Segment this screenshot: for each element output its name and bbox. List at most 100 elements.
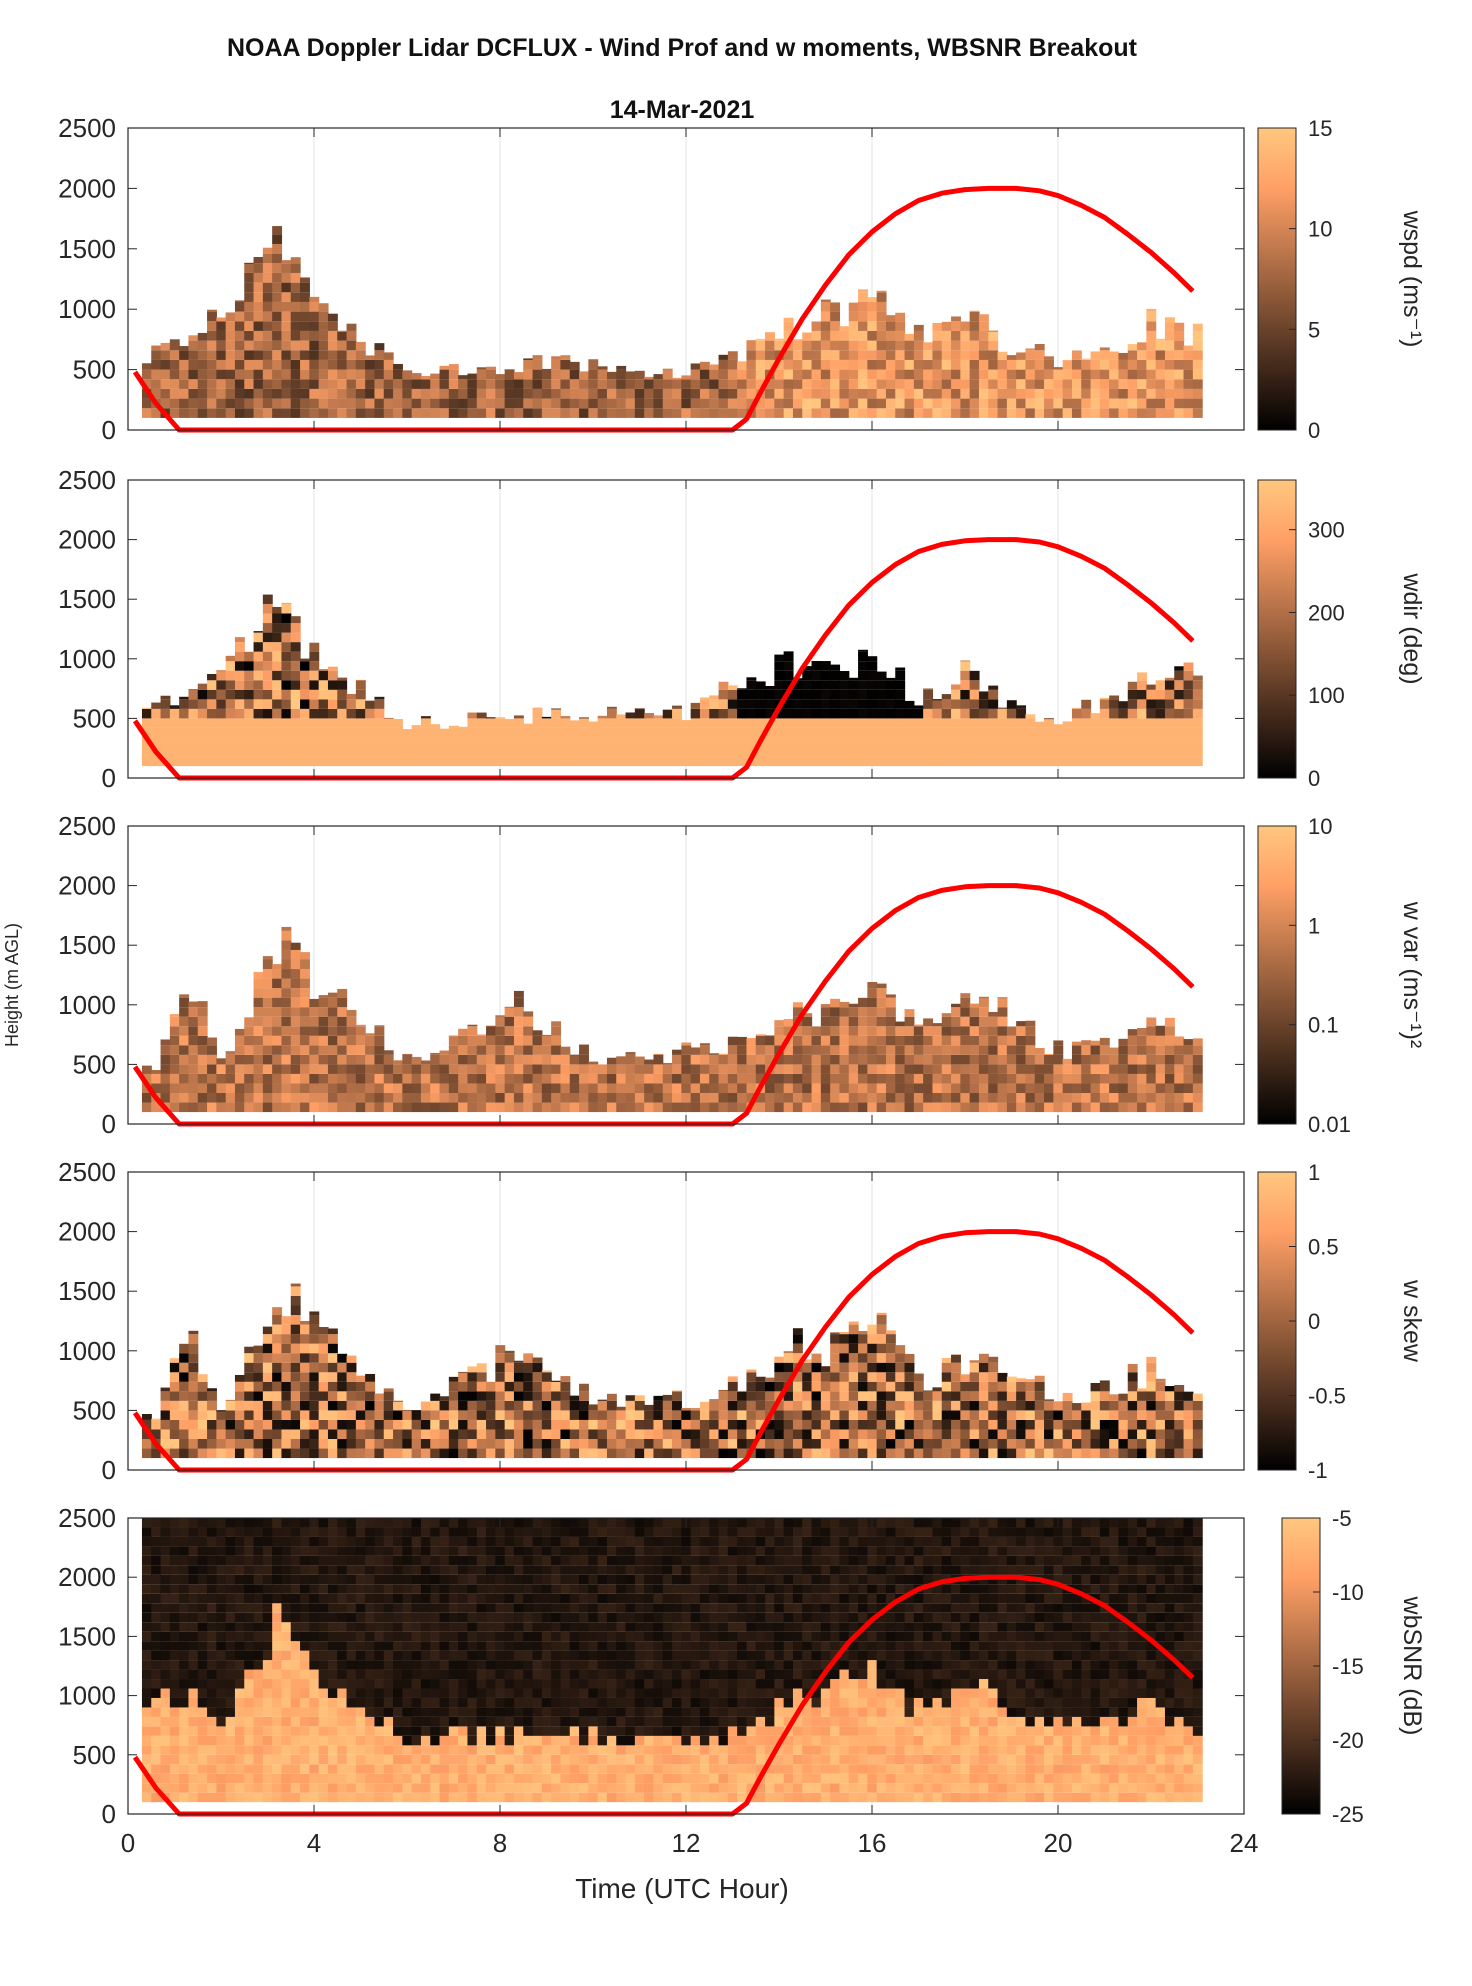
heatmap-cell [504, 1006, 515, 1008]
heatmap-cell [765, 689, 775, 700]
heatmap-cell [234, 699, 245, 709]
heatmap-cell [188, 1093, 199, 1103]
heatmap-cell [960, 369, 971, 380]
heatmap-cell [151, 1650, 162, 1661]
heatmap-cell [551, 1410, 562, 1420]
heatmap-cell [244, 292, 255, 302]
heatmap-cell [737, 1064, 748, 1074]
heatmap-cell [606, 371, 617, 380]
heatmap-cell [718, 1389, 729, 1392]
heatmap-cell [141, 369, 152, 380]
heatmap-cell [290, 670, 301, 681]
heatmap-cell [1081, 756, 1092, 767]
heatmap-cell [244, 1650, 255, 1661]
heatmap-cell [216, 1754, 227, 1765]
heatmap-cell [234, 1536, 245, 1547]
heatmap-cell [644, 398, 655, 409]
heatmap-cell [290, 340, 301, 351]
heatmap-cell [504, 1073, 515, 1084]
heatmap-cell [262, 1372, 273, 1382]
heatmap-cell [737, 369, 748, 380]
heatmap-cell [300, 1745, 310, 1755]
heatmap-cell [1146, 398, 1157, 409]
heatmap-cell [374, 696, 385, 700]
heatmap-cell [681, 727, 692, 738]
heatmap-cell [411, 388, 422, 399]
heatmap-cell [234, 1650, 245, 1661]
heatmap-cell [290, 1381, 301, 1392]
heatmap-cell [262, 978, 273, 989]
heatmap-cell [383, 359, 394, 370]
heatmap-cell [951, 369, 961, 380]
heatmap-cell [532, 398, 543, 409]
heatmap-cell [830, 1102, 841, 1113]
heatmap-cell [811, 321, 822, 331]
heatmap-cell [281, 949, 292, 960]
heatmap-cell [774, 1026, 785, 1036]
heatmap-cell [234, 388, 245, 399]
heatmap-cell [709, 727, 720, 738]
heatmap-cell [1099, 1419, 1110, 1430]
heatmap-cell [216, 727, 227, 738]
heatmap-cell [1183, 670, 1194, 681]
heatmap-cell [858, 708, 868, 719]
heatmap-cell [634, 708, 645, 710]
heatmap-cell [765, 686, 775, 690]
heatmap-cell [337, 1102, 348, 1113]
heatmap-cell [820, 1004, 831, 1008]
heatmap-cell [1044, 1429, 1054, 1440]
heatmap-cell [337, 1773, 348, 1784]
heatmap-cell [225, 1792, 236, 1803]
heatmap-cell [513, 990, 524, 998]
heatmap-cell [439, 1054, 450, 1065]
heatmap-cell [430, 1429, 441, 1440]
heatmap-cell [486, 1391, 496, 1401]
heatmap-cell [895, 667, 906, 671]
heatmap-cell [848, 340, 859, 351]
heatmap-cell [579, 379, 589, 389]
heatmap-cell [1155, 1429, 1166, 1440]
heatmap-cell [272, 330, 283, 341]
heatmap-cell [858, 408, 868, 418]
heatmap-cell [1071, 1102, 1082, 1113]
heatmap-cell [560, 737, 571, 748]
heatmap-cell [988, 350, 999, 360]
heatmap-cell [300, 292, 310, 302]
heatmap-cell [169, 1745, 180, 1755]
heatmap-cell [532, 1035, 543, 1046]
heatmap-cell [997, 707, 1008, 709]
heatmap-cell [672, 377, 682, 380]
heatmap-cell [253, 689, 264, 700]
heatmap-cell [616, 1102, 627, 1113]
heatmap-cell [207, 1754, 217, 1765]
heatmap-cell [1118, 398, 1129, 409]
heatmap-cell [151, 1735, 162, 1746]
heatmap-cell [300, 1679, 310, 1689]
heatmap-cell [300, 1320, 310, 1325]
heatmap-cell [699, 697, 710, 700]
heatmap-cell [848, 1372, 859, 1382]
heatmap-cell [272, 623, 283, 633]
heatmap-cell [579, 1054, 589, 1065]
heatmap-cell [848, 1007, 859, 1017]
heatmap-cell [1071, 359, 1082, 370]
heatmap-cell [1006, 708, 1017, 719]
heatmap-cell [523, 1362, 534, 1373]
heatmap-cell [904, 1419, 915, 1430]
heatmap-cell [281, 1353, 292, 1363]
heatmap-cell [774, 1362, 785, 1373]
heatmap-cell [262, 1362, 273, 1373]
heatmap-cell [216, 1792, 227, 1803]
heatmap-cell [244, 330, 255, 341]
heatmap-cell [318, 1326, 329, 1335]
heatmap-cell [365, 369, 376, 380]
heatmap-cell [755, 699, 766, 709]
heatmap-cell [783, 317, 794, 322]
heatmap-cell [327, 1783, 338, 1793]
heatmap-cell [272, 1448, 283, 1459]
heatmap-cell [820, 321, 831, 331]
heatmap-cell [616, 1406, 627, 1411]
heatmap-cell [541, 368, 552, 370]
heatmap-cell [504, 1016, 515, 1027]
heatmap-cell [383, 369, 394, 380]
